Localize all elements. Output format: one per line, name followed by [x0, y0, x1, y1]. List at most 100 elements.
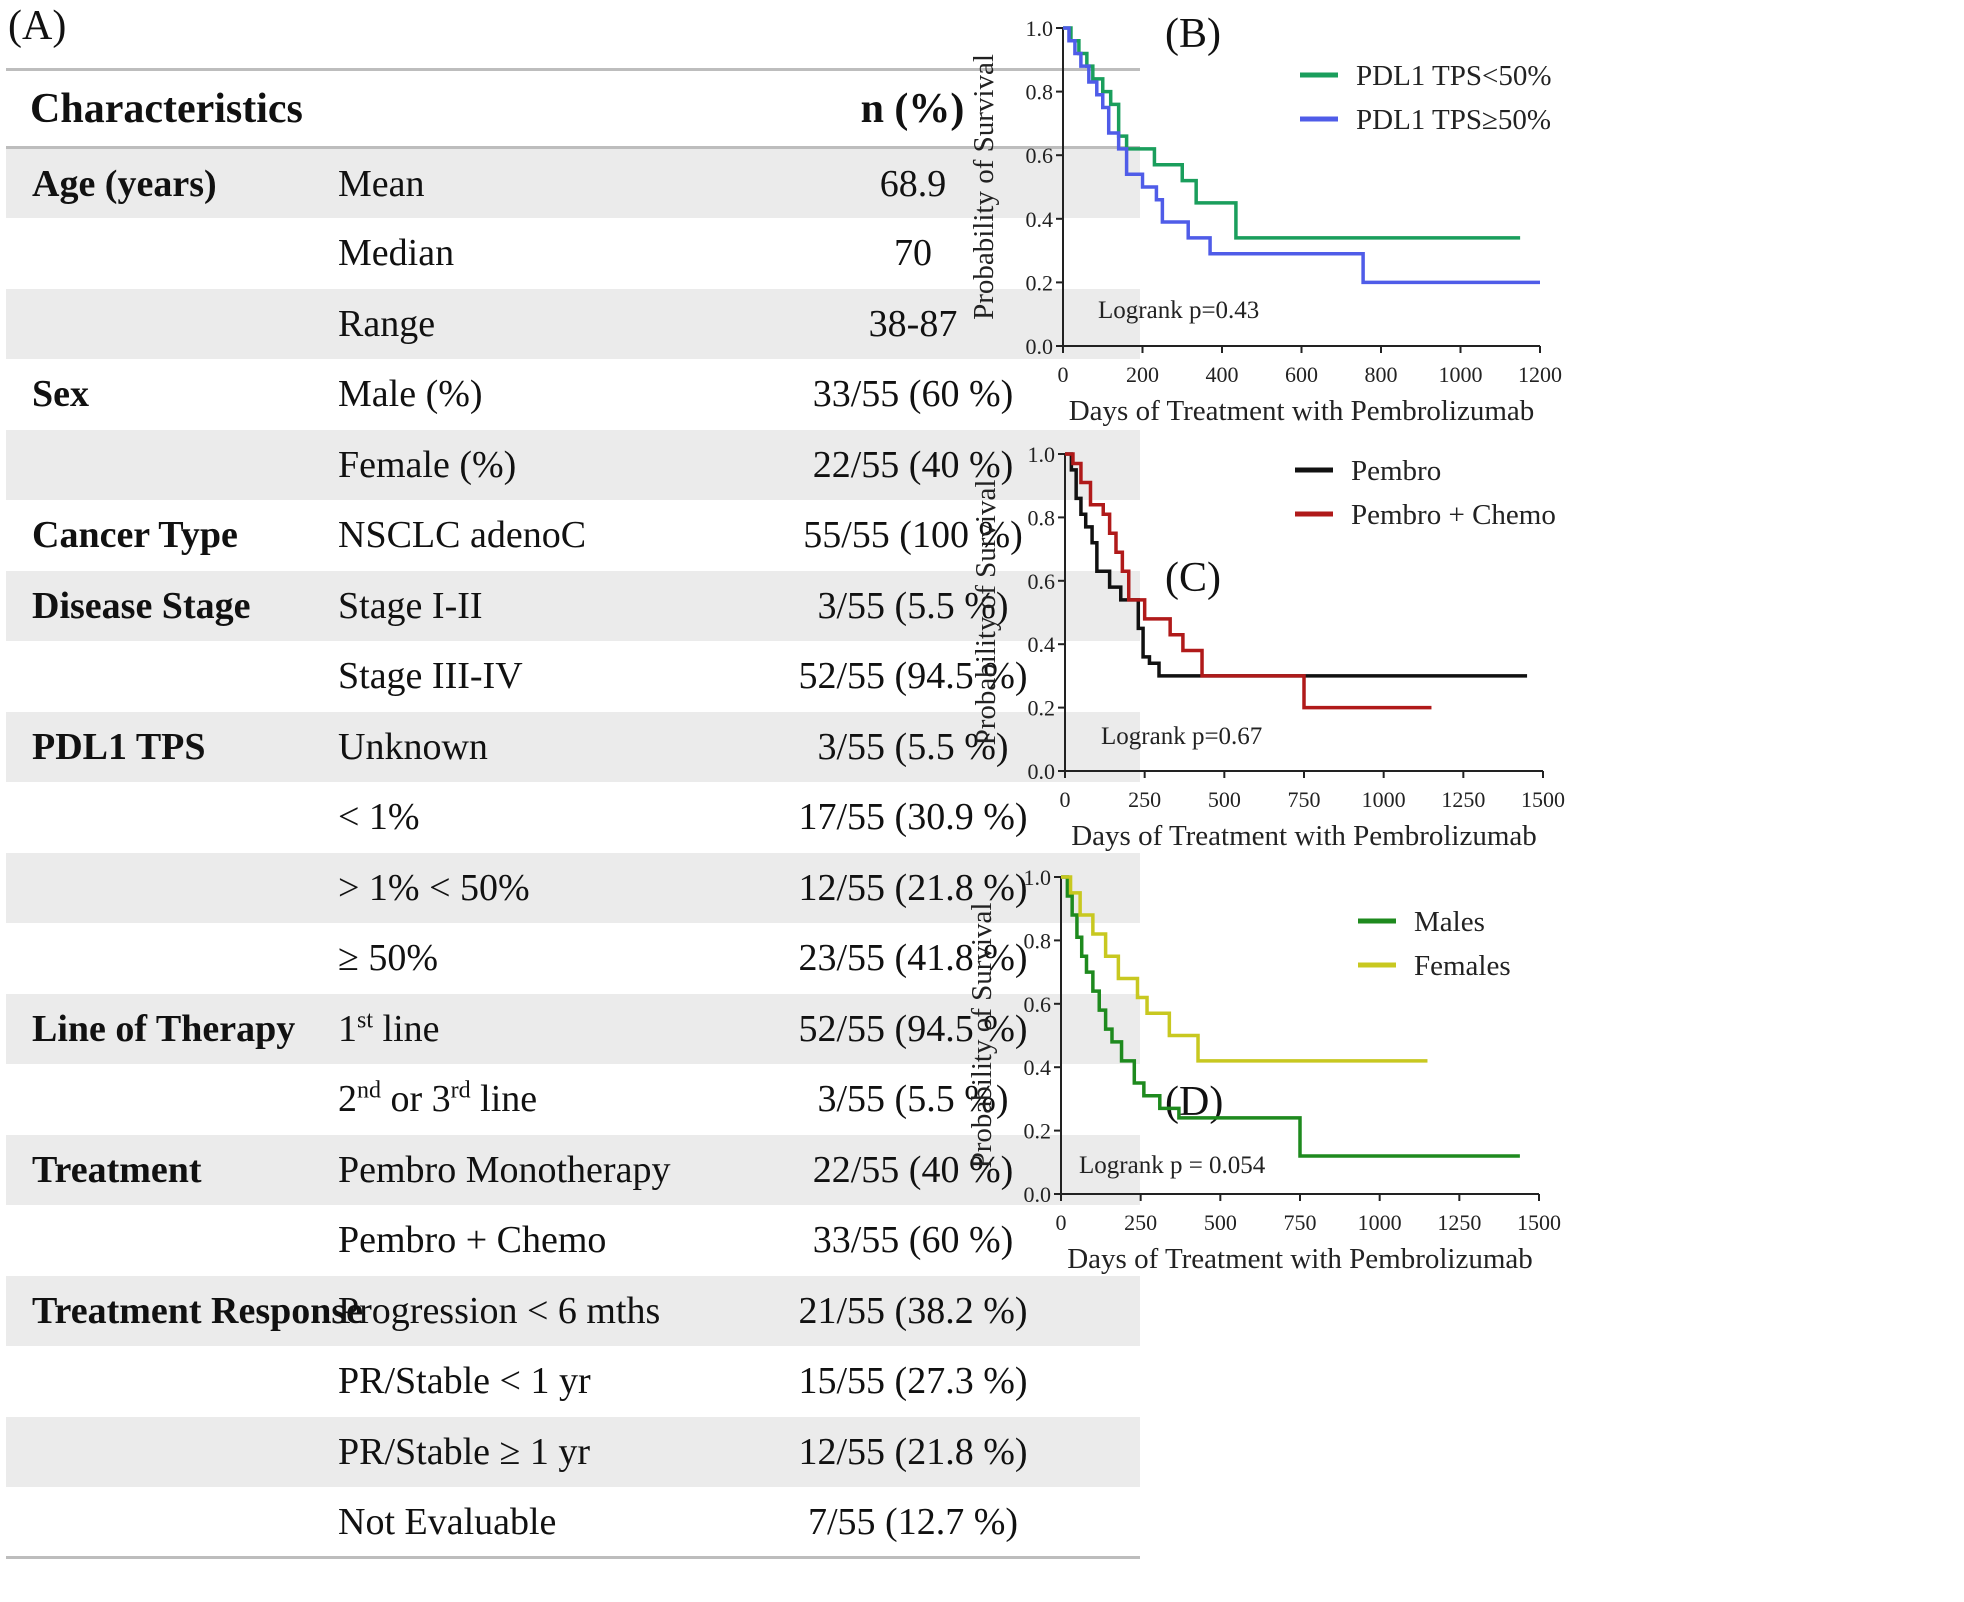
chart-b-y-tick-label: 0.2: [1026, 270, 1054, 295]
row-value: 55/55 (100 %): [803, 514, 1023, 557]
row-value: 52/55 (94.5 %): [798, 655, 1028, 698]
chart-d-legend-label-0: Males: [1414, 906, 1485, 938]
chart-c-x-tick-label: 1000: [1362, 787, 1406, 812]
chart-b-x-tick-label: 800: [1365, 362, 1398, 387]
chart-c-x-tick-label: 1500: [1521, 787, 1565, 812]
table-row: PDL1 TPS Unknown 3/55 (5.5 %): [6, 711, 1140, 782]
chart-b-legend-label-1: PDL1 TPS≥50%: [1356, 104, 1551, 136]
chart-b-legend-label-0: PDL1 TPS<50%: [1356, 60, 1552, 92]
chart-d-x-tick-label: 500: [1204, 1210, 1237, 1235]
row-value: 3/55 (5.5 %): [817, 725, 1009, 768]
row-category: [6, 289, 336, 360]
row-category: [6, 218, 336, 289]
table-row: 2nd or 3rd line 3/55 (5.5 %): [6, 1064, 1140, 1135]
table-header-row: Characteristics n (%): [6, 69, 1140, 148]
chart-c-series-0-line: [1065, 452, 1528, 678]
row-subcategory: 1st line: [336, 994, 686, 1065]
row-subcategory-part: 2: [338, 1078, 357, 1121]
row-subcategory: > 1% < 50%: [338, 866, 530, 909]
characteristics-table-wrap: Characteristics n (%) Age (years) Mean 68.…: [6, 68, 1140, 1559]
header-n-percent: n (%): [860, 85, 965, 132]
table-row: Line of Therapy 1st line 52/55 (94.5 %): [6, 993, 1140, 1065]
table-row: PR/Stable ≥ 1 yr 12/55 (21.8 %): [6, 1416, 1140, 1488]
row-subcategory: PR/Stable ≥ 1 yr: [338, 1430, 591, 1473]
row-value: 3/55 (5.5 %): [817, 1078, 1009, 1121]
chart-c-y-tick-label: 1.0: [1028, 442, 1056, 467]
panel-c-label: (C): [1165, 555, 1221, 601]
row-value: 12/55 (21.8 %): [798, 1430, 1028, 1473]
row-value: 12/55 (21.8 %): [798, 866, 1028, 909]
chart-b-x-tick-label: 1200: [1518, 362, 1562, 387]
chart-c-x-tick-label: 250: [1128, 787, 1161, 812]
table-row: Sex Male (%) 33/55 (60 %): [6, 359, 1140, 430]
chart-c-x-tick-label: 500: [1208, 787, 1241, 812]
row-subcategory: Progression < 6 mths: [338, 1289, 661, 1332]
table-row: > 1% < 50% 12/55 (21.8 %): [6, 852, 1140, 923]
row-category: PDL1 TPS: [32, 725, 206, 768]
chart-b-x-tick-label: 400: [1206, 362, 1239, 387]
chart-b-x-axis-title: Days of Treatment with Pembrolizumab: [1069, 395, 1535, 427]
chart-d-y-tick-label: 1.0: [1024, 865, 1052, 890]
row-category: Treatment Response: [32, 1289, 364, 1332]
km-chart-c: 0 250 500 750 1000 1250 1500 0.0 0.2 0.4 0.6 0.8 1.0…: [970, 442, 1565, 852]
row-category: [6, 1417, 336, 1488]
row-subcategory: Unknown: [338, 725, 488, 768]
row-subcategory: Stage I-II: [338, 584, 483, 627]
row-subcategory: Female (%): [338, 443, 517, 486]
chart-b-x-tick-label: 600: [1285, 362, 1318, 387]
chart-d-x-tick-label: 1250: [1437, 1210, 1481, 1235]
table-row: ≥ 50% 23/55 (41.8 %): [6, 923, 1140, 994]
km-chart-b: 0 200 400 600 800 1000 1200 0.0 0.2 0.4 0.6 0.8 1.0 D…: [968, 16, 1562, 427]
chart-c-series-1-line: [1065, 452, 1432, 710]
row-subcategory: ≥ 50%: [338, 937, 439, 980]
row-category: Disease Stage: [32, 584, 251, 627]
chart-b-logrank-annotation: Logrank p=0.43: [1098, 297, 1259, 324]
row-category: [6, 782, 336, 853]
row-value: 23/55 (41.8 %): [798, 937, 1028, 980]
chart-c-legend-label-0: Pembro: [1351, 455, 1441, 487]
chart-b-y-axis-title: Probability of Survival: [968, 54, 1000, 320]
chart-d-y-axis-title: Probability of Survival: [966, 903, 998, 1169]
table-row: PR/Stable < 1 yr 15/55 (27.3 %): [6, 1346, 1140, 1417]
chart-d-logrank-annotation: Logrank p = 0.054: [1079, 1152, 1266, 1179]
row-subcategory: NSCLC adenoC: [338, 514, 587, 557]
row-value: 7/55 (12.7 %): [807, 1500, 1019, 1543]
chart-c-y-tick-label: 0.8: [1028, 505, 1056, 530]
table-row: Range 38-87: [6, 288, 1140, 360]
row-value: 68.9: [879, 162, 947, 205]
row-category: [6, 641, 336, 712]
row-subcategory: Mean: [338, 162, 425, 205]
chart-d-x-tick-label: 0: [1056, 1210, 1067, 1235]
row-subcategory-part: or 3: [381, 1078, 451, 1121]
chart-d-y-tick-label: 0.2: [1024, 1119, 1052, 1144]
chart-b-x-tick-label: 1000: [1439, 362, 1483, 387]
chart-d-series-1-line: [1061, 875, 1428, 1063]
row-category: [6, 1487, 336, 1558]
row-value: 38-87: [868, 302, 958, 345]
chart-b-x-tick-label: 0: [1058, 362, 1069, 387]
row-value: 21/55 (38.2 %): [798, 1289, 1028, 1332]
row-value: 15/55 (27.3 %): [798, 1360, 1028, 1403]
chart-b-x-tick-label: 200: [1126, 362, 1159, 387]
table-row: Stage III-IV 52/55 (94.5 %): [6, 641, 1140, 712]
table-row: < 1% 17/55 (30.9 %): [6, 782, 1140, 853]
row-subcategory: Range: [338, 302, 436, 345]
chart-c-y-tick-label: 0.0: [1028, 759, 1056, 784]
chart-d-x-tick-label: 1500: [1517, 1210, 1561, 1235]
row-value: 33/55 (60 %): [812, 1219, 1014, 1262]
chart-b-series-1-line: [1063, 26, 1540, 285]
chart-c-y-tick-label: 0.4: [1028, 632, 1056, 657]
chart-d-y-tick-label: 0.4: [1024, 1055, 1052, 1080]
row-category: Sex: [32, 373, 89, 416]
row-subcategory: Median: [338, 232, 455, 275]
chart-b-y-tick-label: 0.0: [1026, 334, 1054, 359]
row-category: [6, 430, 336, 501]
chart-b-y-tick-label: 0.4: [1026, 207, 1054, 232]
chart-c-y-tick-label: 0.6: [1028, 569, 1056, 594]
row-subcategory: PR/Stable < 1 yr: [338, 1360, 591, 1403]
row-subcategory: 2nd or 3rd line: [336, 1064, 686, 1135]
header-characteristics: Characteristics: [30, 85, 303, 132]
chart-c-logrank-annotation: Logrank p=0.67: [1101, 723, 1262, 750]
row-subcategory-part: rd: [450, 1077, 471, 1104]
row-value: 17/55 (30.9 %): [798, 796, 1028, 839]
